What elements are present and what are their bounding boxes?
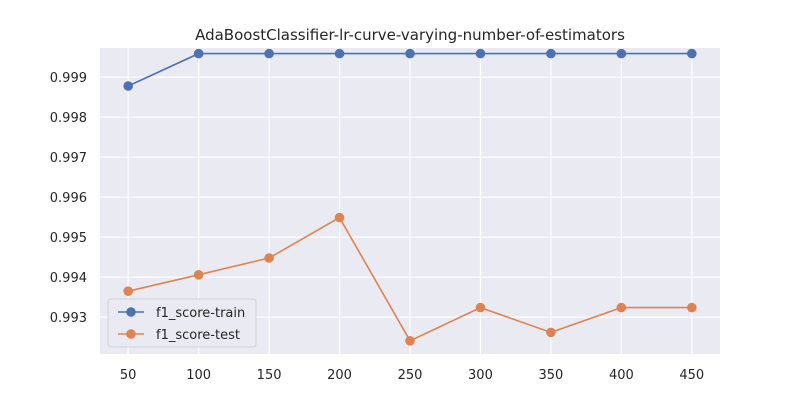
data-point — [475, 302, 486, 313]
x-tick-label: 400 — [609, 368, 634, 383]
data-point — [123, 81, 133, 91]
data-point — [616, 302, 627, 313]
data-point — [264, 48, 274, 59]
series-1 — [123, 48, 697, 91]
data-point — [405, 48, 415, 59]
series-2 — [123, 212, 697, 346]
series-layer — [123, 48, 697, 346]
chart-title: AdaBoostClassifier-lr-curve-varying-numb… — [195, 26, 625, 44]
x-tick-label: 200 — [327, 368, 352, 383]
data-point — [334, 212, 345, 223]
data-point — [193, 48, 204, 59]
legend-swatch-marker — [126, 307, 136, 317]
data-point — [264, 253, 274, 263]
legend: f1_score-train f1_score-test — [107, 298, 257, 348]
x-tick-label: 50 — [120, 368, 137, 383]
data-point — [546, 327, 556, 338]
y-axis-ticks: 0.993 0.994 0.995 0.996 0.997 0.998 0.999 — [50, 71, 87, 326]
grid-lines — [100, 48, 720, 354]
y-tick-label: 0.996 — [50, 191, 87, 206]
y-tick-label: 0.998 — [50, 111, 87, 126]
legend-label: f1_score-train — [156, 306, 245, 321]
data-point — [193, 270, 204, 280]
data-point — [405, 336, 415, 346]
x-tick-label: 450 — [679, 368, 704, 383]
x-axis-ticks: 50 100 150 200 250 300 350 400 450 — [120, 368, 704, 383]
x-tick-label: 300 — [468, 368, 493, 383]
x-tick-label: 350 — [538, 368, 563, 383]
x-tick-label: 100 — [186, 368, 211, 383]
data-point — [687, 302, 697, 313]
data-point — [334, 48, 345, 59]
data-point — [616, 48, 627, 59]
x-tick-label: 150 — [257, 368, 282, 383]
y-tick-label: 0.994 — [50, 271, 87, 286]
y-tick-label: 0.999 — [50, 71, 87, 86]
data-point — [475, 48, 486, 59]
legend-box — [107, 298, 257, 348]
data-point — [546, 48, 556, 59]
x-tick-label: 250 — [398, 368, 423, 383]
y-tick-label: 0.995 — [50, 231, 87, 246]
data-point — [687, 48, 697, 59]
legend-label: f1_score-test — [156, 328, 240, 343]
data-point — [123, 286, 133, 297]
y-tick-label: 0.997 — [50, 151, 87, 166]
y-tick-label: 0.993 — [50, 311, 87, 326]
legend-swatch-marker — [126, 329, 136, 339]
